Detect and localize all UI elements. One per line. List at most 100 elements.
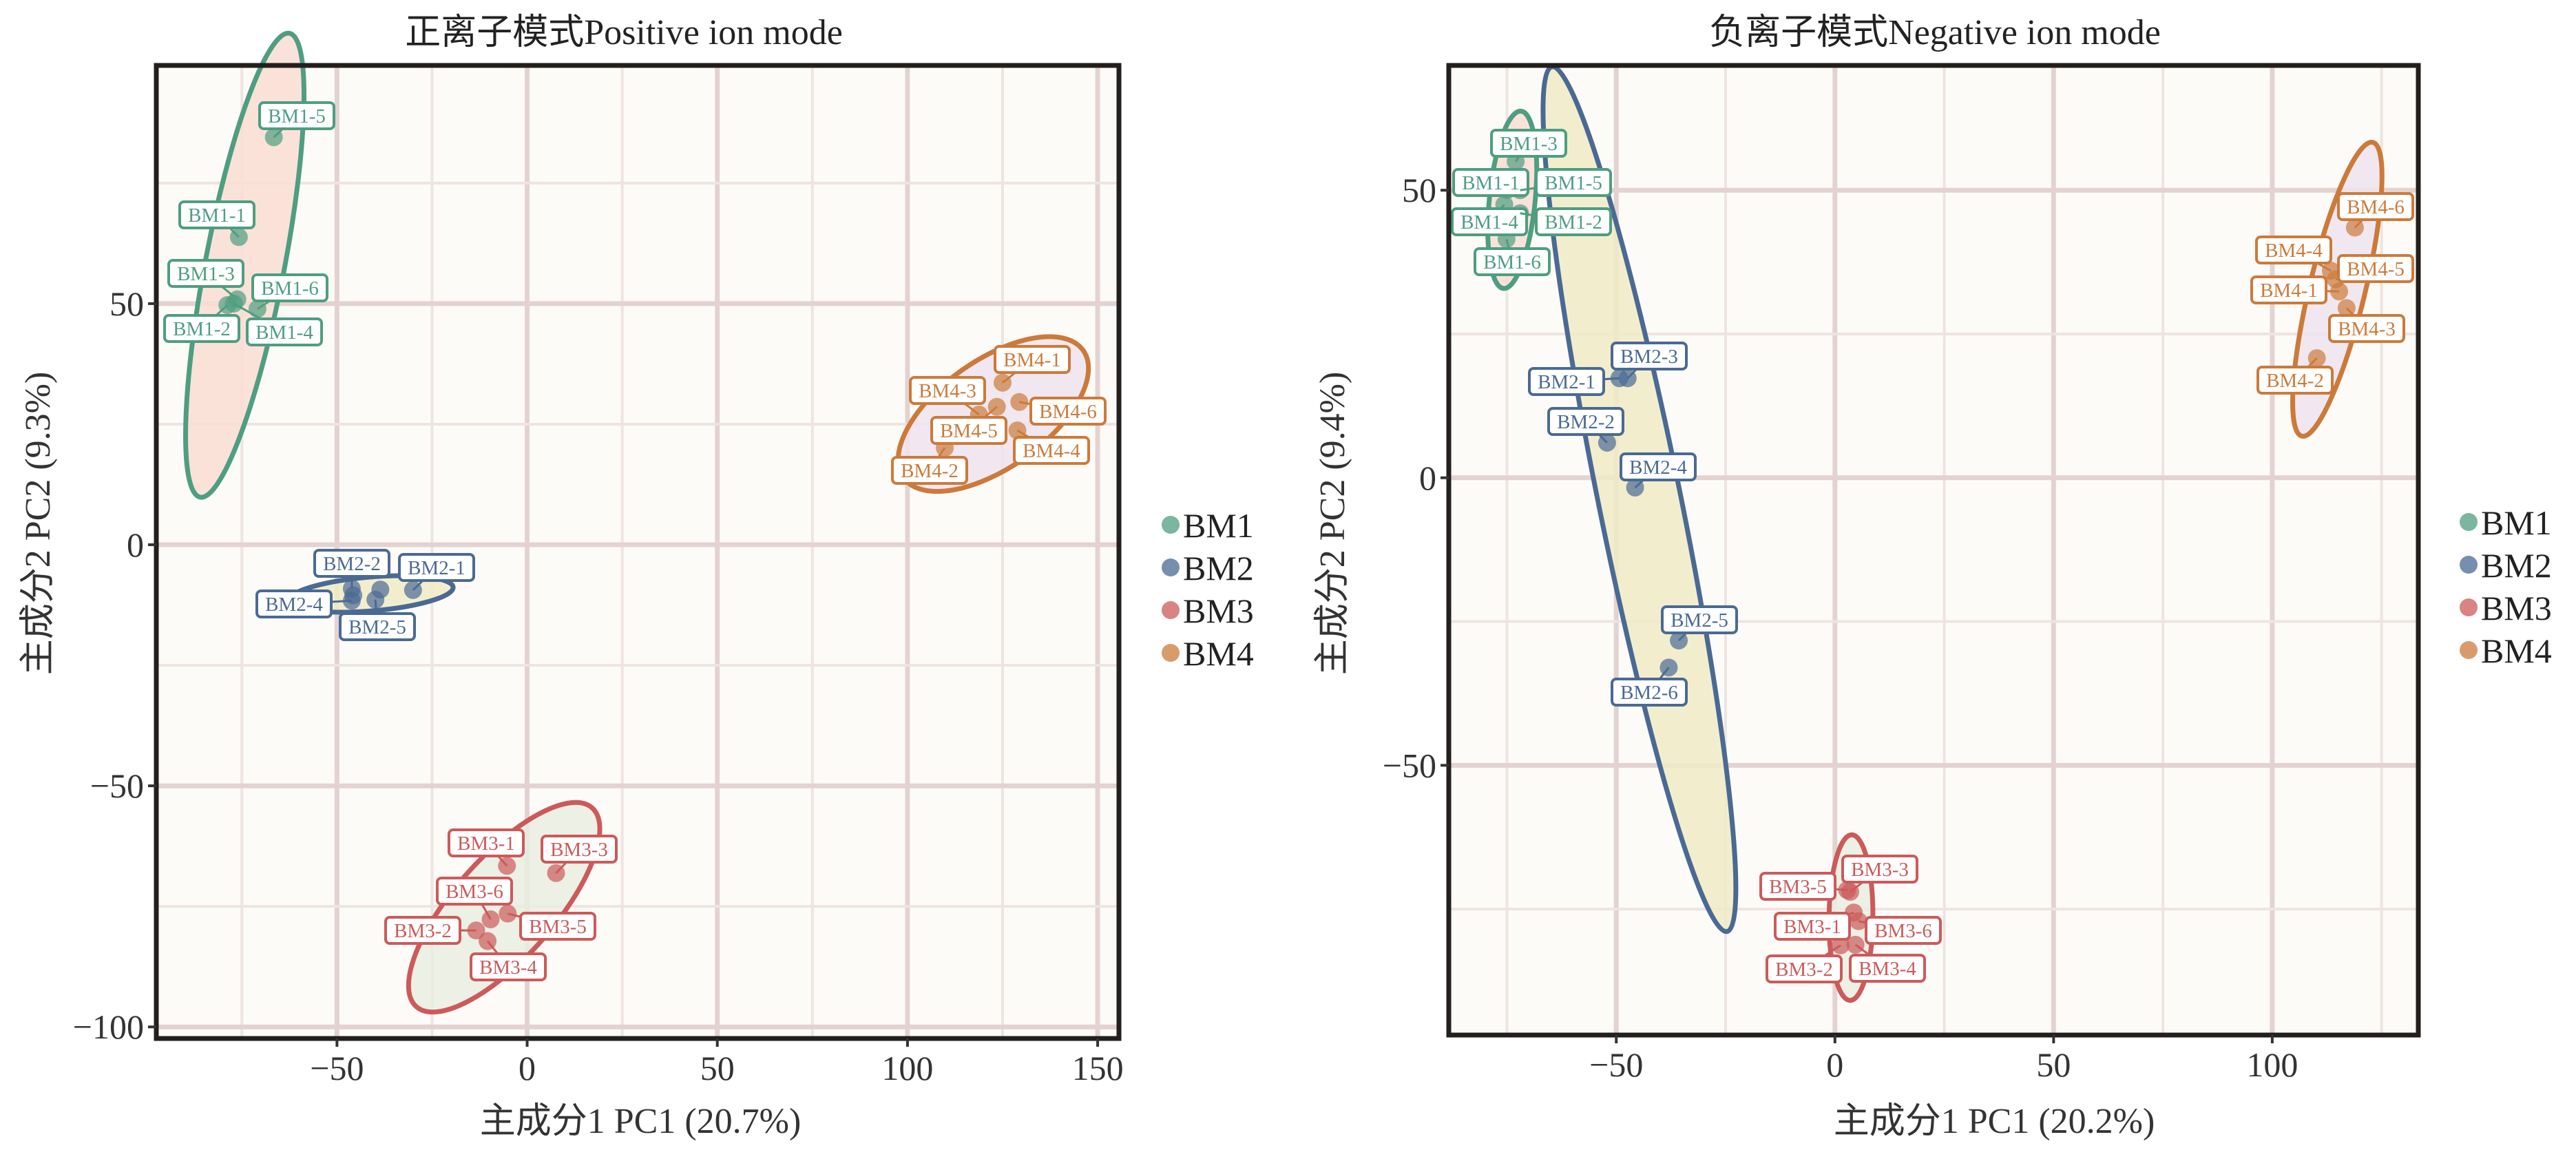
point-label-text: BM2-6: [1620, 682, 1678, 704]
label-box: [1535, 168, 1612, 197]
point-label: BM3-1: [1774, 911, 1854, 941]
point-label-text: BM1-5: [268, 105, 326, 127]
legend: BM1 BM2 BM3 BM4: [2460, 503, 2552, 670]
point-label: BM4-5: [930, 406, 1007, 445]
point-label: BM2-2: [1547, 407, 1624, 443]
point-label-text: BM3-4: [1858, 958, 1916, 980]
y-axis-title: 主成分2 PC2 (9.4%): [1313, 372, 1352, 676]
point-label: BM1-4: [1451, 204, 1528, 236]
point-label: BM3-1: [448, 828, 525, 867]
point-label-text: BM1-3: [177, 263, 235, 285]
point-label-text: BM2-5: [1671, 609, 1728, 631]
positive-mode-panel: 正离子模式Positive ion mode 主成分1 PC1 (20.7%) …: [19, 13, 1254, 1141]
point-label: BM1-4: [233, 302, 323, 346]
x-axis-title: 主成分1 PC1 (20.7%): [480, 1102, 802, 1141]
label-box: [2250, 275, 2327, 304]
point-label-text: BM3-5: [1769, 876, 1827, 898]
y-tick-label: 50: [109, 284, 144, 323]
label-box: [1611, 342, 1688, 370]
point-label: BM3-4: [470, 940, 547, 981]
point-label: BM3-2: [384, 916, 477, 945]
legend-item-bm3: BM3: [2460, 589, 2552, 627]
label-box: [167, 259, 244, 288]
point-label: BM3-3: [541, 835, 618, 874]
point-label-text: BM4-1: [2260, 280, 2318, 302]
x-tick-label: 100: [881, 1049, 933, 1087]
point-label-text: BM2-1: [408, 557, 465, 579]
point-label-text: BM4-4: [1023, 440, 1080, 462]
axis-ticks: −50 0 50 100 −50 0 50: [1383, 171, 2298, 1084]
point-label: BM2-6: [1611, 667, 1688, 707]
point-label: BM4-2: [891, 447, 968, 485]
x-tick-label: 150: [1072, 1049, 1124, 1087]
legend-item-bm2: BM2: [1162, 549, 1254, 587]
point-label: BM2-1: [1528, 367, 1620, 396]
legend-label: BM3: [1183, 592, 1254, 630]
point-label: BM2-4: [1620, 452, 1697, 489]
label-box: [909, 376, 986, 405]
point-label-text: BM3-2: [394, 920, 452, 942]
point-label-text: BM3-5: [529, 916, 587, 938]
legend-label: BM3: [2481, 589, 2552, 627]
point-label: BM3-2: [1766, 944, 1843, 983]
point-label: BM4-3: [2328, 307, 2405, 343]
label-box: [251, 273, 328, 302]
point-label: BM2-5: [1661, 605, 1738, 642]
point-label-text: BM2-2: [1557, 411, 1615, 433]
point-label-text: BM1-6: [1483, 251, 1541, 273]
plot-frame: [1446, 63, 2421, 1038]
label-box: [2337, 192, 2414, 221]
x-tick-label: 50: [700, 1049, 735, 1087]
label-box: [1013, 436, 1090, 465]
label-box: [1474, 247, 1551, 276]
point-label: BM1-6: [1474, 238, 1551, 276]
point-label: BM3-3: [1841, 855, 1918, 893]
point-label: BM2-1: [398, 553, 475, 591]
point-label-text: BM2-5: [348, 616, 406, 638]
point-labels: BM1-5 BM1-1 BM1-3 BM1-6 BM1-2 BM1-4 BM2-2 BM2-1…: [163, 101, 1107, 981]
label-box: [1774, 912, 1851, 941]
label-box: [1865, 916, 1942, 945]
point-label: BM1-3: [1490, 129, 1567, 163]
legend-item-bm2: BM2: [2460, 546, 2552, 585]
x-tick-label: 0: [519, 1049, 536, 1087]
point-label: BM1-2: [163, 304, 240, 343]
legend-item-bm1: BM1: [2460, 503, 2552, 542]
point-label-text: BM4-2: [2266, 370, 2324, 392]
y-tick-label: 50: [1402, 171, 1436, 209]
point-label-text: BM3-6: [446, 881, 503, 903]
label-box: [1849, 954, 1926, 983]
point-label-text: BM2-4: [1629, 457, 1687, 479]
axis-ticks: −50 0 50 100 150 −100 −50 0 50: [73, 284, 1124, 1087]
point-label-text: BM4-6: [1039, 401, 1097, 423]
chart-title: 正离子模式Positive ion mode: [405, 13, 843, 52]
point-label-text: BM4-3: [919, 380, 976, 402]
legend-marker: [1162, 601, 1180, 619]
point-label-text: BM3-3: [550, 839, 608, 861]
label-box: [994, 345, 1071, 374]
point-label: BM2-4: [255, 589, 352, 618]
point-label-text: BM1-5: [1544, 172, 1602, 194]
point-label-text: BM1-6: [261, 278, 319, 300]
legend-item-bm1: BM1: [1162, 506, 1254, 545]
point-label: BM3-5: [1759, 872, 1847, 901]
point-label-text: BM1-2: [173, 318, 231, 340]
label-box: [1547, 407, 1624, 436]
y-tick-label: 0: [1419, 459, 1436, 497]
legend: BM1 BM2 BM3 BM4: [1162, 506, 1254, 673]
label-box: [384, 916, 461, 945]
point-label: BM4-3: [909, 376, 986, 416]
point-label: BM1-6: [251, 273, 328, 310]
point-label: BM3-6: [436, 877, 513, 920]
legend-item-bm4: BM4: [1162, 634, 1254, 673]
point-label-text: BM4-1: [1003, 349, 1061, 371]
label-box: [2255, 236, 2332, 264]
point-label-text: BM1-1: [1462, 172, 1520, 194]
point-label-text: BM3-2: [1775, 959, 1833, 981]
point-label-text: BM4-5: [940, 420, 998, 442]
point-label: BM1-3: [167, 259, 244, 300]
point-label-text: BM4-3: [2338, 318, 2396, 340]
point-label: BM2-2: [313, 549, 390, 589]
point-label: BM3-4: [1849, 943, 1926, 983]
